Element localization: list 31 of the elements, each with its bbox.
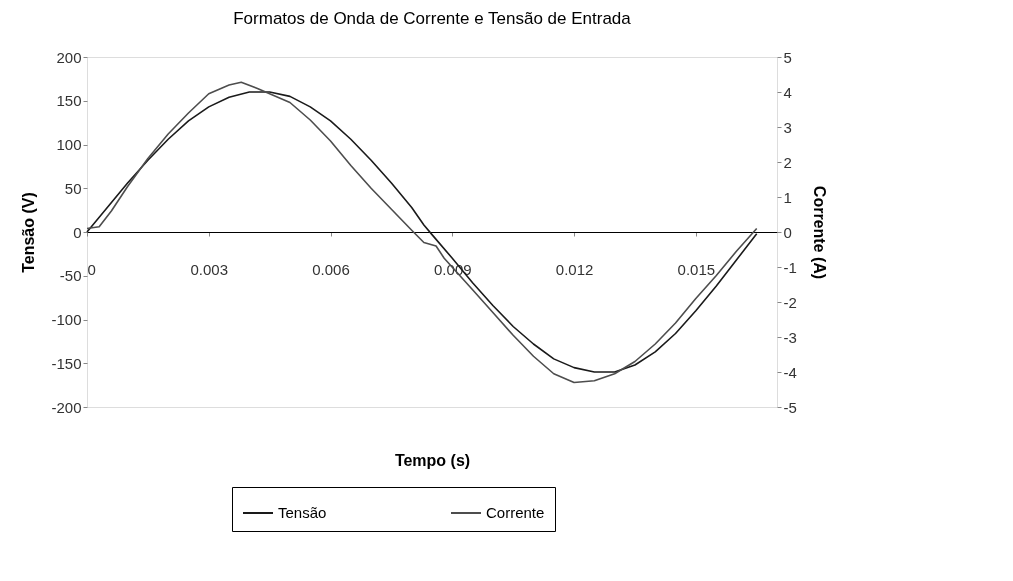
x-tick-label: 0.015	[677, 260, 716, 278]
y2-axis-title: Corrente (A)	[810, 185, 828, 280]
y-tick-label: -200	[51, 398, 82, 416]
y-tick-label: 100	[56, 136, 82, 153]
y2-tick-label: 4	[783, 83, 792, 101]
x-tick-label: 0.006	[312, 260, 350, 278]
legend-label: Corrente	[486, 504, 545, 521]
y-tick-label: -100	[51, 311, 82, 328]
y2-tick-label: 3	[783, 118, 792, 136]
x-tick-label: 0.003	[190, 260, 229, 278]
y2-tick-label: -2	[783, 293, 797, 311]
x-tick-label: 0.012	[555, 260, 594, 278]
y-tick-label: 200	[56, 48, 82, 66]
y2-tick-label: -3	[783, 328, 797, 346]
y2-tick-label: 1	[783, 188, 792, 206]
chart-title: Formatos de Onda de Corrente e Tensão de Entrada	[233, 9, 632, 28]
x-axis-title: Tempo (s)	[394, 451, 471, 469]
y2-tick-label: -1	[783, 258, 797, 276]
y-tick-label: -50	[59, 267, 82, 285]
y-tick-label: 150	[56, 92, 82, 110]
y-tick-label: 50	[64, 179, 82, 197]
y2-tick-label: -5	[783, 398, 797, 416]
y2-tick-label: 0	[783, 223, 792, 241]
y-tick-label: 0	[73, 223, 82, 241]
y2-tick-label: -4	[783, 363, 797, 381]
y2-tick-label: 2	[783, 153, 792, 171]
y-tick-label: -150	[51, 354, 82, 372]
x-tick-label: 0	[87, 260, 96, 278]
y-axis-title: Tensão (V)	[20, 192, 38, 273]
y2-tick-label: 5	[783, 48, 792, 66]
legend-label: Tensão	[278, 504, 327, 521]
